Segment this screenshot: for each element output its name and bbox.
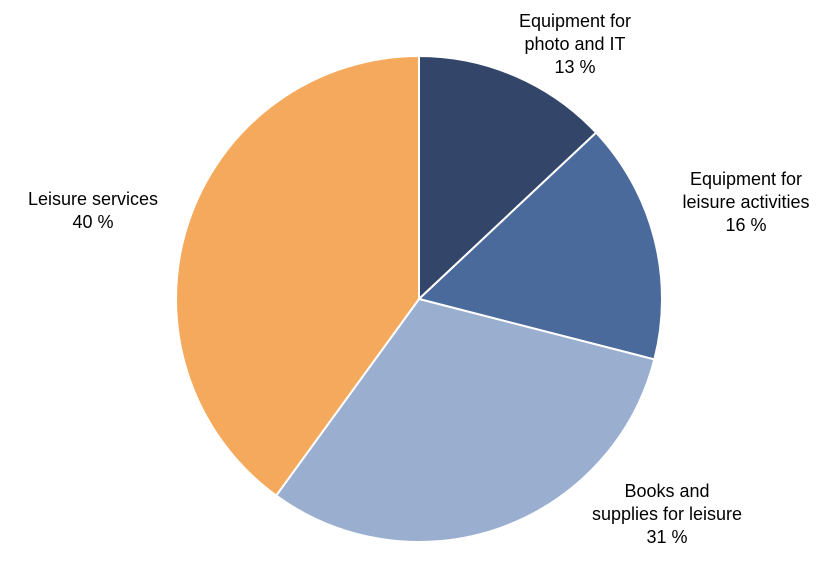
pie-slice-books-supplies [274,297,656,543]
pie-slice-leisure-activities [416,131,663,361]
pie-slices [175,54,663,543]
slice-value-label: 16 % [725,215,766,235]
slice-label-line: Leisure services [28,189,158,209]
slice-label-line: Equipment for [690,169,802,189]
pie-slice-photo-it [418,54,598,302]
slice-label-leisure-activities: Equipment for leisure activities 16 % [682,169,809,235]
slice-label-leisure-services: Leisure services 40 % [28,189,158,232]
slice-label-line: Equipment for [519,11,631,31]
slice-value-label: 13 % [554,57,595,77]
slice-label-photo-it: Equipment for photo and IT 13 % [519,11,631,77]
slice-label-line: Books and [624,481,709,501]
slice-value-label: 31 % [646,527,687,547]
slice-label-line: supplies for leisure [592,504,742,524]
slice-value-label: 40 % [72,212,113,232]
pie-slice-leisure-services [175,54,420,497]
slice-label-line: photo and IT [524,34,625,54]
slice-label-line: leisure activities [682,192,809,212]
pie-labels: Equipment for photo and IT 13 %Equipment f… [28,11,810,547]
slice-label-books-supplies: Books and supplies for leisure 31 % [592,481,742,547]
